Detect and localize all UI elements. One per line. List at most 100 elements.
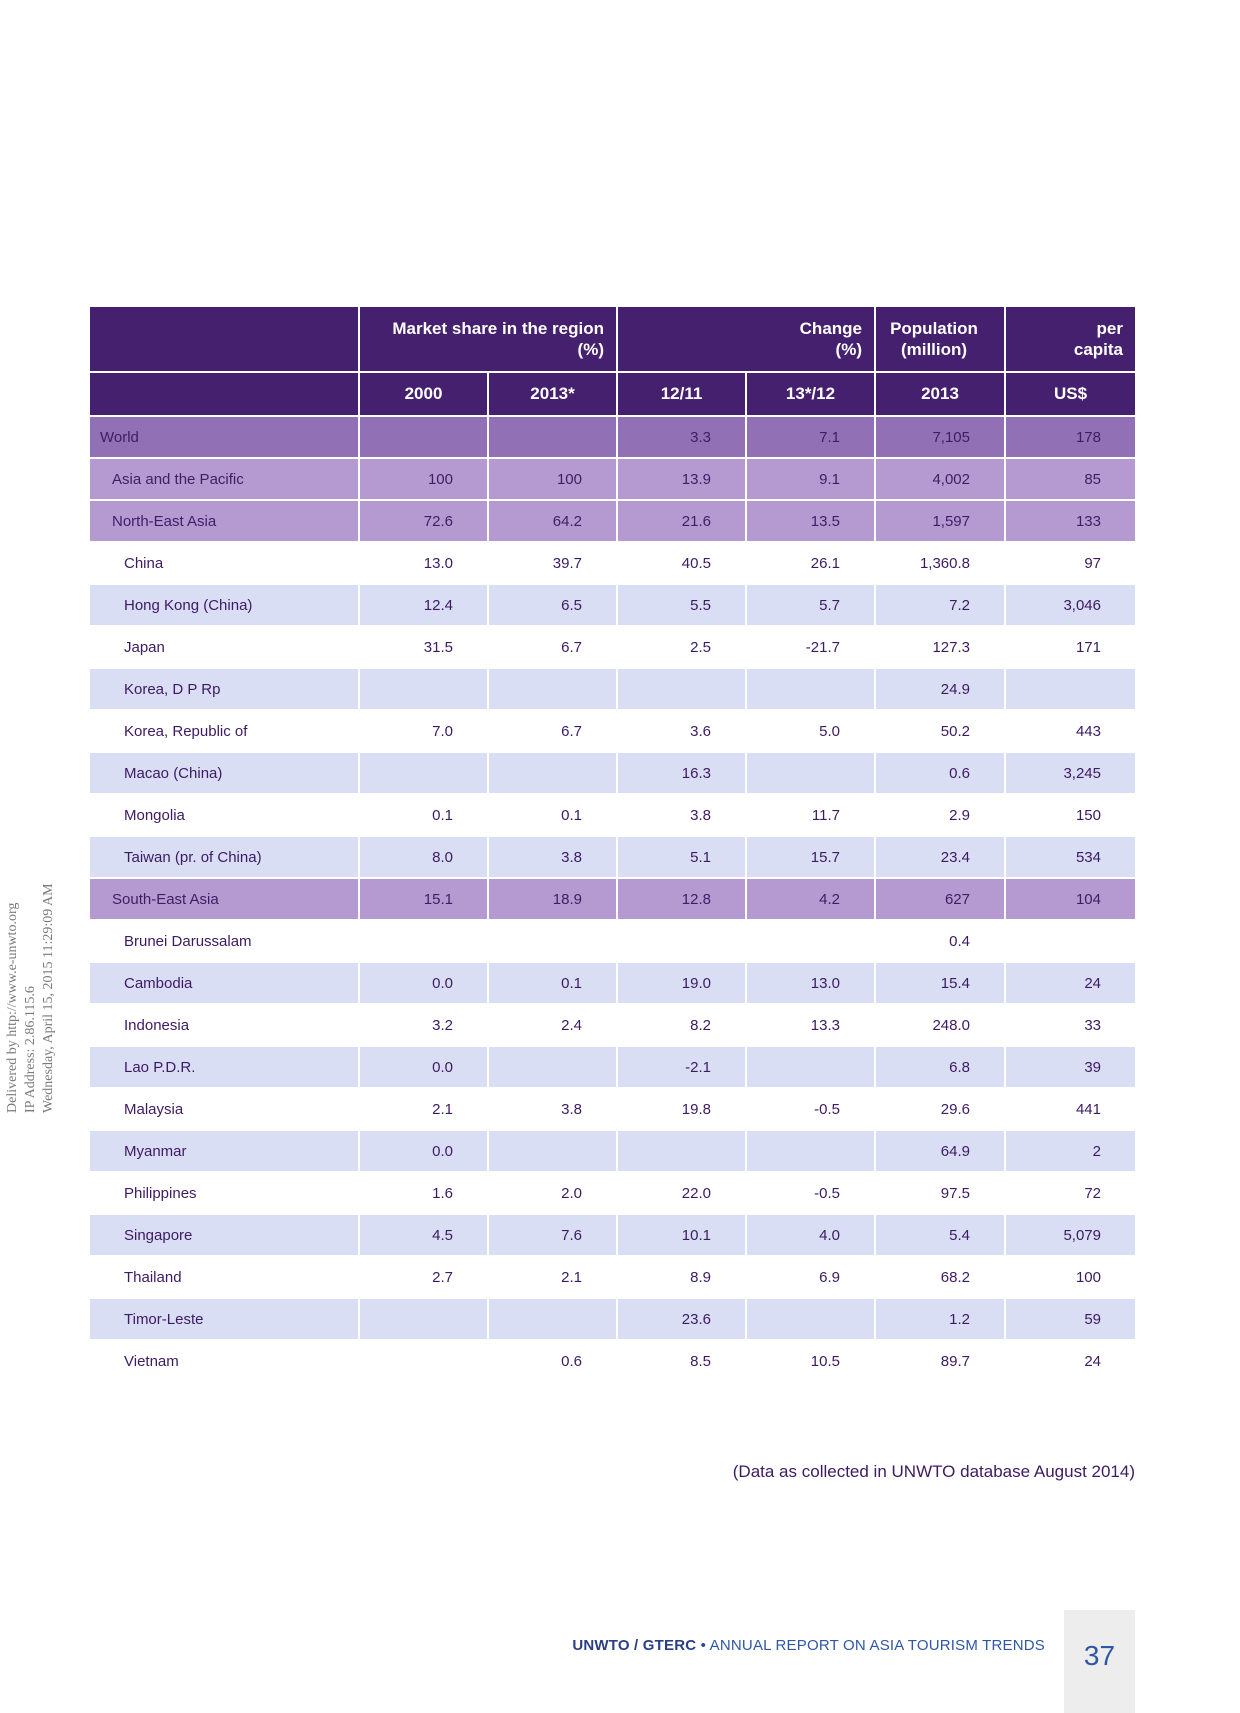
table-row: Hong Kong (China) 12.4 6.5 5.5 5.7 7.2 3,046 [90,585,1135,627]
table-cell: 31.5 [360,627,489,669]
header-per-capita: per capita [1006,307,1135,373]
table-cell: 15.7 [747,837,876,879]
row-label: Thailand [90,1257,360,1299]
table-cell: 2.0 [489,1173,618,1215]
table-cell: 13.0 [747,963,876,1005]
table-cell: 8.2 [618,1005,747,1047]
table-cell: 3.8 [489,1089,618,1131]
table-cell: 2.9 [876,795,1006,837]
table-cell: 1.2 [876,1299,1006,1341]
table-cell: -21.7 [747,627,876,669]
table-cell: 10.1 [618,1215,747,1257]
table-cell: 40.5 [618,543,747,585]
header-population-unit: (million) [900,340,968,359]
table-row: Myanmar 0.0 64.9 2 [90,1131,1135,1173]
table-cell: 7,105 [876,417,1006,459]
footer-separator: • [696,1637,710,1654]
table-cell: 6.7 [489,711,618,753]
table-cell [618,669,747,711]
table-cell [747,921,876,963]
table-cell: 133 [1006,501,1135,543]
table-row: World 3.3 7.1 7,105 178 [90,417,1135,459]
table-cell: 11.7 [747,795,876,837]
header-sub-13-12: 13*/12 [747,373,876,417]
table-row: Timor-Leste 23.6 1.2 59 [90,1299,1135,1341]
table-row: Malaysia 2.1 3.8 19.8 -0.5 29.6 441 [90,1089,1135,1131]
table-cell: 10.5 [747,1341,876,1383]
table-cell [360,1299,489,1341]
watermark-line-2: IP Address: 2.86.115.6 [23,986,38,1113]
table-row: Korea, Republic of 7.0 6.7 3.6 5.0 50.2 443 [90,711,1135,753]
table-cell: 127.3 [876,627,1006,669]
table-cell [489,669,618,711]
table-cell [1006,921,1135,963]
table-cell [747,1131,876,1173]
table-cell: 18.9 [489,879,618,921]
table-body: World 3.3 7.1 7,105 178 Asia and the Pacific 1… [90,417,1135,1383]
table-cell: 104 [1006,879,1135,921]
table-cell [360,921,489,963]
table-cell: 7.6 [489,1215,618,1257]
table-cell: 150 [1006,795,1135,837]
row-label: China [90,543,360,585]
header-population-label: Population [890,319,978,338]
table-cell [747,753,876,795]
table-cell: 178 [1006,417,1135,459]
table-cell: 0.1 [360,795,489,837]
header-sub-usd: US$ [1006,373,1135,417]
table-cell: 29.6 [876,1089,1006,1131]
table-cell: 443 [1006,711,1135,753]
table-cell: 7.0 [360,711,489,753]
table-cell [489,417,618,459]
header-sub-pop-2013: 2013 [876,373,1006,417]
table-cell: 5,079 [1006,1215,1135,1257]
table-cell [489,921,618,963]
table-cell [747,1047,876,1089]
table-cell: 5.5 [618,585,747,627]
table-row: Macao (China) 16.3 0.6 3,245 [90,753,1135,795]
table-cell: 33 [1006,1005,1135,1047]
row-label: Vietnam [90,1341,360,1383]
row-label: Korea, Republic of [90,711,360,753]
watermark-line-3: Wednesday, April 15, 2015 11:29:09 AM [41,883,56,1113]
table-cell: 24 [1006,963,1135,1005]
table-cell: 4.5 [360,1215,489,1257]
header-row-sub: 2000 2013* 12/11 13*/12 2013 US$ [90,373,1135,417]
table-cell: 50.2 [876,711,1006,753]
table-cell: 13.9 [618,459,747,501]
table-cell: 26.1 [747,543,876,585]
tourism-statistics-table: Market share in the region (%) Change (%… [90,307,1135,1383]
table-cell: 0.6 [489,1341,618,1383]
header-change-label: Change [799,319,862,338]
table-cell: 441 [1006,1089,1135,1131]
footer-brand: UNWTO / GTERC [572,1637,697,1654]
table-cell: 100 [489,459,618,501]
table-cell: 4.2 [747,879,876,921]
table-cell: -2.1 [618,1047,747,1089]
table-cell: 0.1 [489,795,618,837]
table-cell: 3.6 [618,711,747,753]
table-cell [618,921,747,963]
table-cell: 24.9 [876,669,1006,711]
footer-report-title: ANNUAL REPORT ON ASIA TOURISM TRENDS [709,1637,1045,1654]
header-sub-blank [90,373,360,417]
table-cell: 0.6 [876,753,1006,795]
table-cell: 534 [1006,837,1135,879]
table-cell [618,1131,747,1173]
header-sub-12-11: 12/11 [618,373,747,417]
table-cell: 8.0 [360,837,489,879]
header-blank [90,307,360,373]
table-cell [489,753,618,795]
table-cell: -0.5 [747,1173,876,1215]
table-cell [360,1341,489,1383]
header-change: Change (%) [618,307,876,373]
row-label: Singapore [90,1215,360,1257]
table-row: Asia and the Pacific 100 100 13.9 9.1 4,002 85 [90,459,1135,501]
table-cell [489,1299,618,1341]
table-cell: 5.7 [747,585,876,627]
table-cell [747,1299,876,1341]
table-cell: 72.6 [360,501,489,543]
table-cell [747,669,876,711]
table-cell: 100 [360,459,489,501]
table-cell: 2.5 [618,627,747,669]
